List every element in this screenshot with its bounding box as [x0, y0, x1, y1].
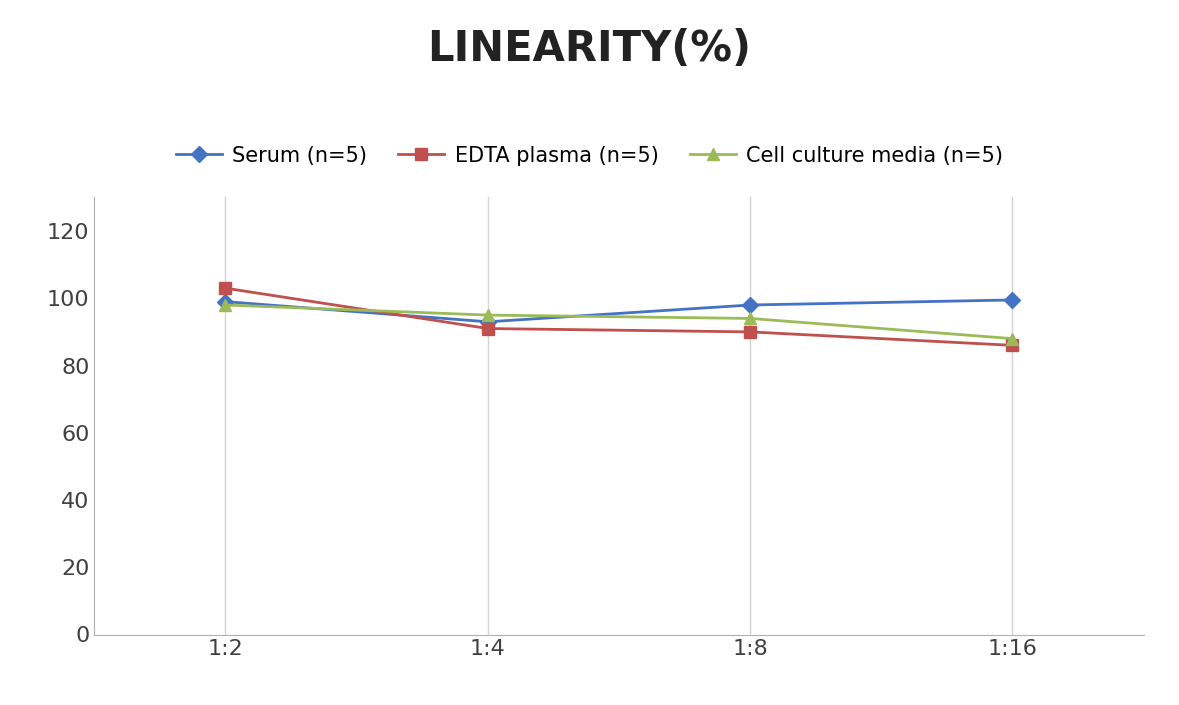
Line: Cell culture media (n=5): Cell culture media (n=5) [219, 299, 1019, 345]
Text: LINEARITY(%): LINEARITY(%) [428, 28, 751, 70]
EDTA plasma (n=5) [1006, 341, 1020, 350]
EDTA plasma (n=5) [481, 324, 495, 333]
Cell culture media (n=5) [481, 311, 495, 319]
EDTA plasma (n=5) [218, 284, 232, 293]
Serum (n=5) [218, 298, 232, 306]
Serum (n=5) [743, 301, 757, 309]
Serum (n=5) [481, 317, 495, 326]
Cell culture media (n=5) [218, 301, 232, 309]
Legend: Serum (n=5), EDTA plasma (n=5), Cell culture media (n=5): Serum (n=5), EDTA plasma (n=5), Cell cul… [167, 137, 1012, 174]
Line: Serum (n=5): Serum (n=5) [220, 295, 1017, 327]
Cell culture media (n=5) [1006, 334, 1020, 343]
EDTA plasma (n=5) [743, 328, 757, 336]
Cell culture media (n=5) [743, 314, 757, 323]
Line: EDTA plasma (n=5): EDTA plasma (n=5) [220, 283, 1017, 351]
Serum (n=5) [1006, 295, 1020, 304]
